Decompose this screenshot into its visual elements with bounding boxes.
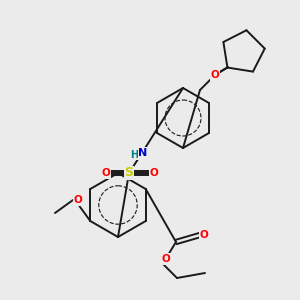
Text: O: O (200, 230, 208, 240)
Text: N: N (138, 148, 148, 158)
Text: O: O (150, 168, 158, 178)
Text: O: O (74, 195, 82, 205)
Text: O: O (162, 254, 170, 264)
Text: O: O (211, 70, 219, 80)
Text: H: H (130, 150, 138, 160)
Text: S: S (124, 167, 134, 179)
Text: O: O (102, 168, 110, 178)
